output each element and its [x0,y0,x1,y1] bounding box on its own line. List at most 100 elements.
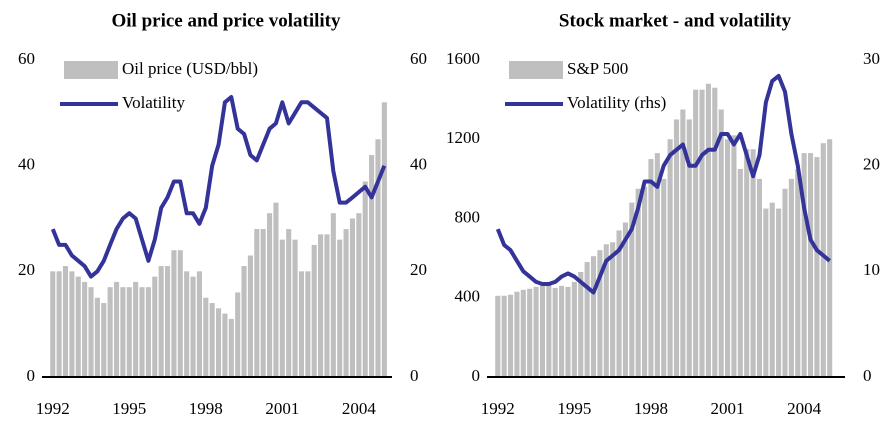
bar [203,297,209,377]
legend-label: Volatility [122,93,185,112]
bar [731,135,737,377]
x-tick-label: 1995 [557,399,591,418]
bar [349,218,356,377]
bar [164,266,171,377]
bar [795,168,801,377]
bar [552,287,558,377]
y-tick-label: 400 [455,287,481,306]
x-tick-label: 2001 [265,399,299,418]
y2-tick-label: 30 [863,49,880,68]
bar [661,178,667,377]
line [50,95,387,279]
bar [196,271,202,377]
bar [247,255,253,377]
bar [375,139,381,377]
bar [145,287,151,377]
line [495,73,831,295]
bar [635,188,641,377]
bar [362,181,368,377]
bar [152,276,158,377]
bar [584,262,590,377]
bar [311,244,317,377]
bar [654,153,660,377]
bar [527,288,533,377]
bar [546,283,552,377]
bar [820,143,826,377]
bar [744,149,750,377]
bar [94,297,100,377]
bar [298,271,304,377]
bar [686,119,692,377]
legend-label: Oil price (USD/bbl) [122,59,258,78]
bar [216,308,222,377]
x-tick-label: 1992 [481,399,515,418]
y-tick-label: 1200 [446,128,480,147]
bar [324,234,330,377]
y2-tick-label: 40 [410,155,427,174]
bar [62,266,69,377]
bar [737,168,743,377]
bar [514,291,520,377]
bar [139,287,145,377]
bar [763,208,769,377]
bar [629,202,635,377]
y2-tick-label: 20 [863,155,880,174]
x-tick-label: 2004 [787,399,822,418]
bar [286,229,292,377]
bar [539,284,545,377]
x-tick-label: 1998 [189,399,223,418]
bar [113,281,120,377]
y2-tick-label: 60 [410,49,427,68]
bar [642,186,648,377]
x-tick-label: 2004 [342,399,377,418]
bar [381,102,387,378]
bar [776,208,782,377]
bar [305,271,311,377]
y2-tick-label: 10 [863,260,880,279]
bar [190,276,196,377]
bar [718,109,724,377]
y-tick-label: 0 [27,366,36,385]
bar [241,266,247,377]
x-tick-label: 1992 [36,399,70,418]
bar [750,149,756,377]
bar [369,155,375,377]
bar [69,271,75,377]
bar [120,287,126,377]
bar [501,295,507,377]
bar [801,153,807,377]
bar [807,153,814,377]
bar [330,213,336,377]
bar [725,139,731,377]
bar [827,139,833,377]
bar [56,271,62,377]
bar [267,213,273,377]
bar [693,89,699,377]
legend-label: Volatility (rhs) [567,93,666,112]
x-tick-label: 2001 [711,399,745,418]
bar [235,292,241,377]
bar [814,157,820,377]
bar [209,303,215,377]
bar [520,289,526,377]
bar [273,202,279,377]
bar [667,139,673,377]
legend-swatch [64,61,118,79]
bar [292,239,298,377]
bar [254,229,260,377]
bar [318,234,324,377]
y-tick-label: 40 [18,155,35,174]
bar [782,188,788,377]
bar [699,89,705,377]
chart-title: Stock market - and volatility [559,10,792,31]
bar [507,294,514,377]
bar [101,303,107,377]
bar [184,271,190,377]
bar [158,266,164,377]
bar [279,239,285,377]
y2-tick-label: 0 [410,366,419,385]
bar [356,213,362,377]
bar [88,287,94,377]
bar [343,229,349,377]
